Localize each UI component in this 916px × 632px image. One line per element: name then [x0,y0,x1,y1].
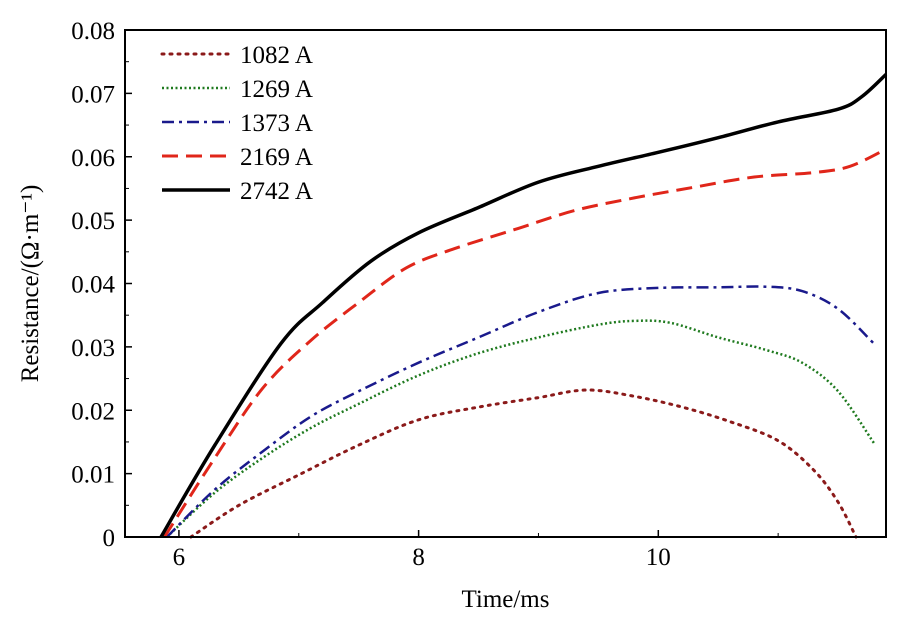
legend-label: 1269 A [240,76,313,103]
series-line-2742-a [159,73,888,538]
x-tick-label: 8 [412,544,425,571]
y-axis-title: Resistance/(Ω·m⁻¹) [17,185,44,383]
series-line-2169-a [163,147,887,538]
axis-tick-labels: 0 0.01 0.02 0.03 0.04 0.05 0.06 0.07 0.08 6 8 10 [71,18,671,571]
series-line-1269-a [166,319,876,538]
plot-frame [124,29,887,538]
y-tick-label: 0.06 [71,145,115,172]
plot-marks [159,73,888,539]
y-tick-label: 0.05 [71,208,115,235]
y-tick-label: 0.02 [71,398,115,425]
legend: 1082 A 1269 A 1373 A 2169 A 2742 A [160,42,313,205]
y-tick-label: 0.04 [71,272,115,299]
legend-label: 1082 A [240,42,313,69]
legend-label: 1373 A [240,110,313,137]
legend-label: 2742 A [240,178,313,205]
series-line-1373-a [166,285,875,538]
y-tick-label: 0.07 [71,81,115,108]
x-axis-title: Time/ms [461,586,549,613]
y-tick-label: 0.08 [71,18,115,45]
series-line-1082-a [189,388,858,539]
y-tick-label: 0.01 [71,462,115,489]
x-tick-label: 6 [173,544,186,571]
axis-ticks [125,29,779,538]
x-tick-label: 10 [646,544,671,571]
y-tick-label: 0 [103,525,116,552]
legend-label: 2169 A [240,144,313,171]
y-tick-label: 0.03 [71,335,115,362]
